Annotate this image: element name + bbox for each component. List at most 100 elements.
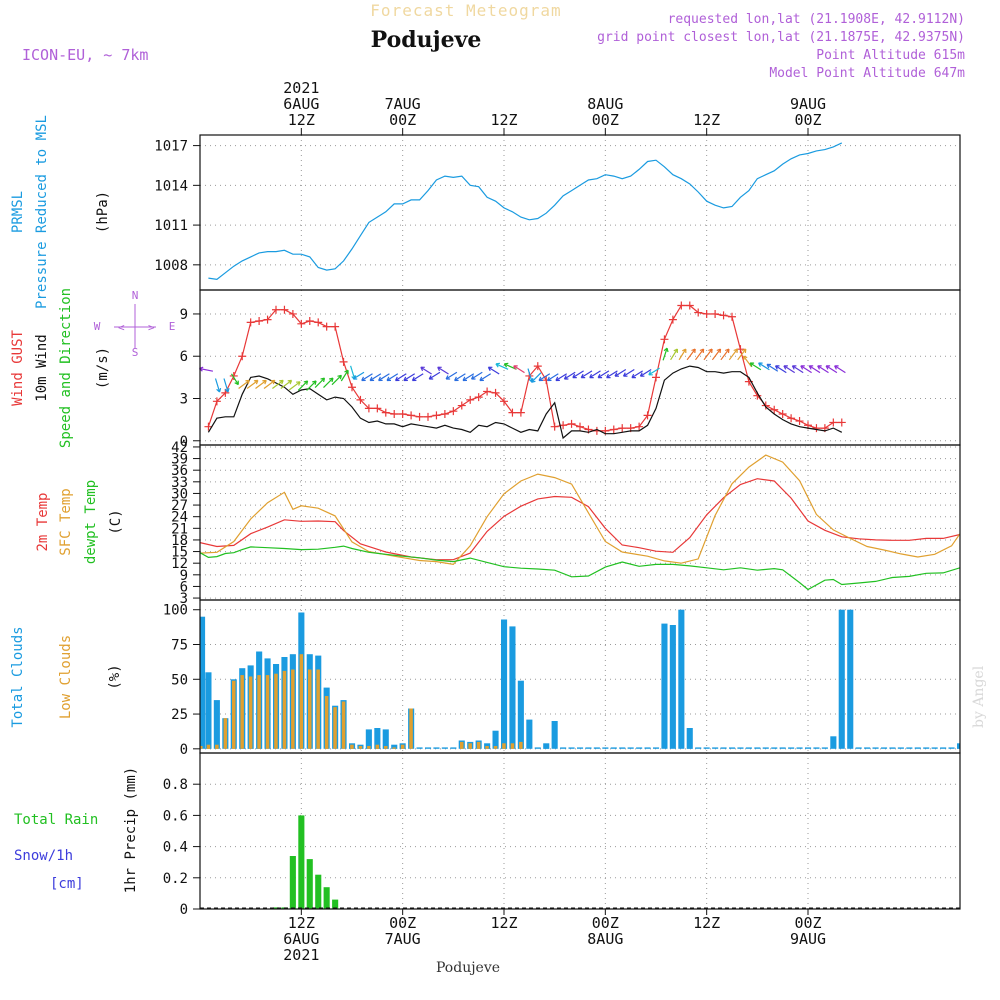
wind-arrow [394, 373, 407, 382]
wind-arrow [331, 374, 342, 386]
bar-3-1 [200, 746, 203, 749]
gust-marker [229, 371, 238, 380]
bar-3-0 [906, 747, 913, 749]
panel-frame [199, 599, 961, 754]
wind-arrow [263, 379, 276, 389]
bar-3-0 [534, 747, 541, 749]
x-tick-label-bottom: 12Z [288, 914, 315, 932]
y-tick-label: 25 [171, 707, 188, 723]
bar-3-0 [712, 747, 719, 749]
gust-marker [238, 352, 247, 361]
gust-marker [643, 411, 652, 420]
bar-3-1 [384, 746, 388, 749]
gust-marker [314, 318, 323, 327]
legend-entry: Pressure Reduced to MSL [34, 115, 50, 309]
bar-3-0 [720, 747, 727, 749]
y-tick-label: 27 [171, 498, 188, 514]
bar-3-0 [788, 747, 795, 749]
wind-arrow [361, 373, 373, 382]
gust-marker [812, 424, 821, 433]
y-axis-label: (m/s) [95, 347, 111, 389]
bar-3-0 [872, 747, 879, 749]
bar-3-0 [881, 747, 888, 749]
legend-entry: Total Rain [14, 812, 98, 828]
y-tick-label: 12 [171, 556, 188, 572]
bar-3-1 [274, 673, 278, 749]
wind-arrow [670, 348, 678, 361]
bar-3-0 [391, 744, 398, 749]
bar-3-1 [409, 708, 413, 749]
wind-arrow [462, 373, 475, 382]
bar-3-0 [365, 729, 372, 749]
gust-marker [652, 373, 660, 382]
bar-3-0 [669, 625, 676, 749]
bar-3-1 [476, 741, 481, 749]
bar-3-1 [519, 741, 523, 749]
bar-3-1 [400, 744, 405, 749]
bar-3-1 [291, 669, 295, 749]
y-tick-label: 0.2 [163, 871, 188, 887]
gust-marker [364, 404, 373, 413]
gust-marker [550, 422, 559, 431]
y-tick-label: 6 [180, 349, 188, 365]
legend-entry: dewpt Temp [83, 480, 99, 564]
bar-3-1 [282, 670, 287, 749]
gust-marker [322, 322, 331, 331]
bar-3-0 [821, 747, 828, 749]
wind-arrow [230, 373, 239, 386]
y-tick-label: 50 [171, 672, 188, 688]
gust-marker [424, 412, 432, 421]
wind-arrow [386, 373, 399, 382]
bar-4-0 [315, 874, 322, 909]
svg-text:>: > [148, 321, 155, 334]
bar-3-0 [644, 747, 651, 749]
bar-3-0 [940, 747, 947, 749]
gust-marker [516, 408, 525, 417]
gust-marker [837, 418, 846, 427]
gust-marker [466, 395, 475, 404]
wind-arrow [437, 366, 449, 375]
bar-3-0 [568, 747, 575, 749]
y-tick-label: 0 [180, 742, 188, 758]
bar-3-0 [551, 721, 558, 749]
requested-coords: requested lon,lat (21.1908E, 42.9112N) [668, 12, 965, 27]
bar-3-0 [492, 730, 499, 749]
x-tick-label-bottom: 00Z [592, 914, 619, 932]
gust-marker [212, 397, 221, 406]
x-tick-label-top: 8AUG [587, 95, 623, 113]
wind-arrow [487, 366, 500, 375]
bar-3-1 [485, 746, 489, 749]
bar-3-1 [257, 675, 261, 749]
product-title: Forecast Meteogram [370, 1, 561, 20]
gust-marker [829, 418, 838, 427]
bar-3-0 [200, 616, 206, 749]
gust-marker [508, 408, 517, 417]
gust-marker [533, 362, 542, 371]
bar-3-0 [526, 719, 533, 749]
bar-4-0 [273, 907, 280, 909]
bar-3-1 [502, 743, 506, 749]
bar-4-0 [332, 899, 339, 909]
wind-arrow [720, 348, 730, 361]
wind-arrow [662, 347, 669, 361]
series-line-1-0 [207, 304, 842, 432]
wind-arrow [737, 348, 747, 361]
bar-3-0 [703, 747, 710, 749]
bar-3-0 [627, 747, 634, 749]
wind-arrow [589, 370, 601, 379]
bar-3-0 [771, 747, 778, 749]
wind-arrow [703, 348, 713, 361]
bar-3-0 [762, 747, 769, 749]
wind-arrow [686, 348, 696, 361]
bar-3-0 [416, 747, 423, 749]
bar-3-0 [213, 700, 220, 749]
y-tick-label: 0.4 [163, 840, 188, 856]
gust-marker [660, 335, 669, 344]
gust-marker [728, 312, 736, 321]
x-tick-label-top: 6AUG [283, 95, 319, 113]
bar-3-1 [215, 744, 219, 749]
x-tick-label-bottom: 00Z [794, 914, 821, 932]
y-tick-label: 3 [180, 392, 188, 408]
